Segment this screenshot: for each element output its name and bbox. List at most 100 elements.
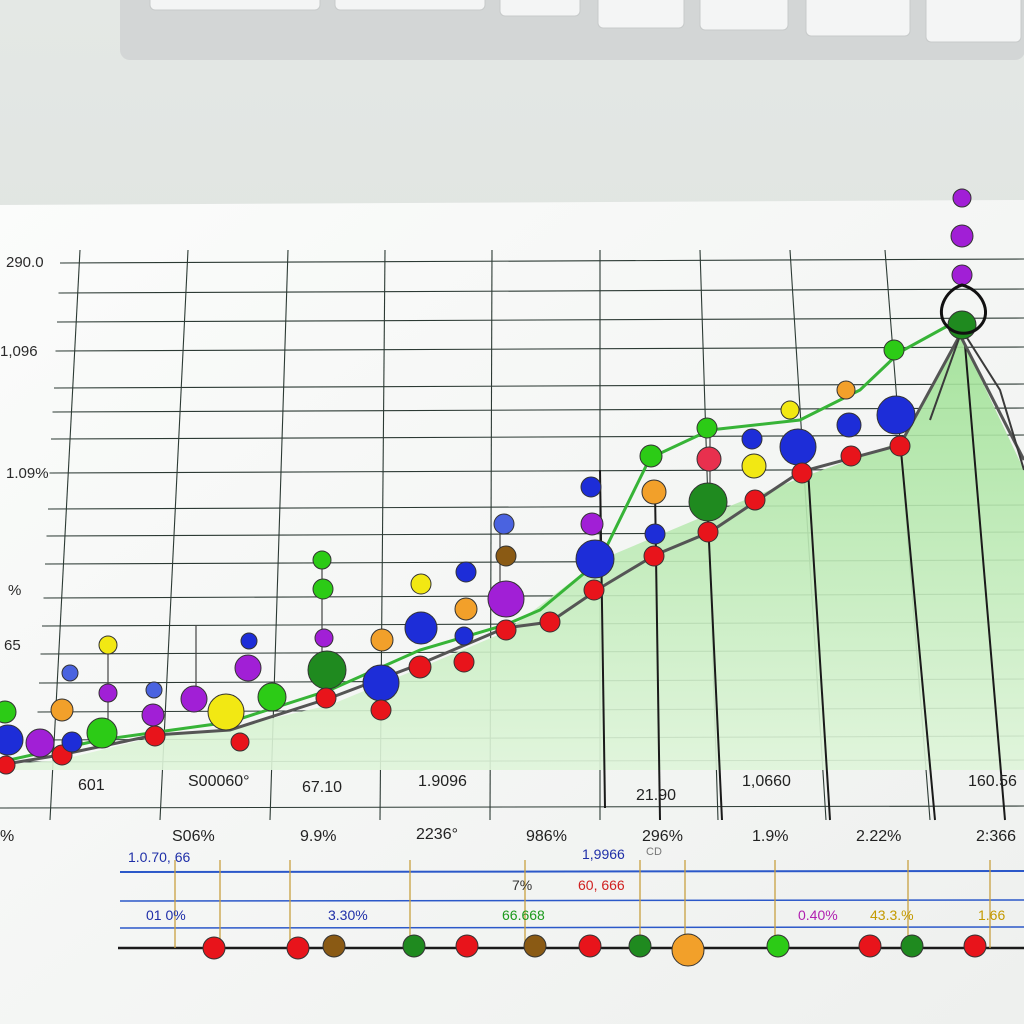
chart-dot	[370, 699, 392, 721]
x-label-r2-3: 9.9%	[300, 828, 337, 845]
x-label-r1-5: 21.90	[636, 787, 677, 804]
chart-dot	[840, 445, 862, 467]
bottom-dot	[963, 934, 987, 958]
chart-dot	[493, 513, 515, 535]
bottom-dot	[766, 934, 790, 958]
chart-dots	[0, 188, 977, 775]
chart-dot	[98, 635, 118, 655]
chart-dot	[741, 428, 763, 450]
chart-dot	[312, 550, 332, 570]
bottom-label-5: 60, 666	[578, 877, 625, 893]
chart-dot	[50, 698, 74, 722]
chart-dot	[580, 476, 602, 498]
chart-dot	[950, 224, 974, 248]
chart-dot	[141, 703, 165, 727]
bottom-dot	[202, 936, 226, 960]
chart-dot	[314, 628, 334, 648]
grid-v-line	[49, 249, 81, 821]
chart-dot	[315, 687, 337, 709]
chart-dot	[876, 395, 916, 435]
x-label-r1-6: 1,0660	[742, 773, 791, 790]
bottom-label-7: 3.30%	[328, 907, 368, 923]
chart-dot	[408, 655, 432, 679]
keyboard	[120, 0, 1024, 60]
x-label-r1-1: 601	[78, 777, 105, 794]
bottom-dot	[322, 934, 346, 958]
bottom-label-9: 0.40%	[798, 907, 838, 923]
chart-dot	[575, 539, 615, 579]
grid-h-line	[52, 407, 1024, 413]
chart-dot	[455, 561, 477, 583]
y-tick-label-3: 1.09%	[6, 465, 49, 482]
bottom-label-4: 7%	[512, 877, 533, 893]
chart-dot	[744, 489, 766, 511]
x-label-r1-3: 67.10	[302, 779, 343, 796]
bottom-dot	[858, 934, 882, 958]
chart-dot	[643, 545, 665, 567]
chart-dot	[947, 310, 977, 340]
grid-h-line	[56, 317, 1024, 323]
chart-dot	[836, 412, 862, 438]
chart-dot	[791, 462, 813, 484]
chart-dot	[0, 724, 24, 756]
chart-dot	[61, 731, 83, 753]
chart-dot	[697, 521, 719, 543]
chart-dot	[180, 685, 208, 713]
chart-dot	[644, 523, 666, 545]
chart-dot	[495, 545, 517, 567]
chart-dot	[61, 664, 79, 682]
peak-marker	[939, 283, 987, 335]
drop-line	[807, 469, 831, 821]
grid-h-line	[53, 383, 1024, 389]
chart-dot	[696, 446, 722, 472]
bottom-dot	[578, 934, 602, 958]
chart-dot	[883, 339, 905, 361]
bottom-dot	[455, 934, 479, 958]
x-label-r2-8: 2.22%	[856, 828, 902, 845]
y-tick-label-1: 290.0	[6, 254, 44, 271]
chart-dot	[98, 683, 118, 703]
chart-dot	[0, 700, 17, 724]
y-tick-label-4: %	[8, 582, 22, 599]
bottom-dot	[900, 934, 924, 958]
bottom-label-8: 66.668	[502, 907, 545, 923]
chart-dot	[836, 380, 856, 400]
chart-dot	[370, 628, 394, 652]
chart-dot	[696, 417, 718, 439]
bottom-dot	[671, 933, 705, 967]
grid-h-line	[55, 346, 1024, 352]
chart-dot	[362, 664, 400, 702]
bottom-label-10: 43.3.%	[870, 907, 914, 923]
chart-dot	[312, 578, 334, 600]
chart-dot	[234, 654, 262, 682]
x-label-r2-6: 296%	[642, 828, 683, 845]
chart-dot	[207, 693, 245, 731]
chart-dot	[539, 611, 561, 633]
chart-dot	[639, 444, 663, 468]
bottom-label-11: 1.66	[978, 907, 1006, 923]
chart-dot	[495, 619, 517, 641]
x-label-r2-1: %	[0, 828, 15, 845]
chart-series-line-dark	[929, 327, 1024, 471]
chart-dot	[145, 681, 163, 699]
grid-v-line	[159, 249, 189, 821]
chart-dot	[641, 479, 667, 505]
chart-dot	[487, 580, 525, 618]
chart-dot	[952, 188, 972, 208]
chart-dot	[779, 428, 817, 466]
chart-dot	[780, 400, 800, 420]
bottom-label-3: CD	[646, 846, 662, 858]
x-label-r1-4: 1.9096	[418, 773, 467, 790]
chart-dot	[240, 632, 258, 650]
chart-dot	[144, 725, 166, 747]
chart-dot	[453, 651, 475, 673]
chart-dot	[410, 573, 432, 595]
bottom-dot	[523, 934, 547, 958]
x-label-r2-7: 1.9%	[752, 828, 789, 845]
chart-dot	[0, 755, 16, 775]
chart-dot	[25, 728, 55, 758]
chart-dot	[583, 579, 605, 601]
x-label-r2-9: 2:366	[976, 828, 1017, 845]
drop-line	[707, 519, 723, 821]
